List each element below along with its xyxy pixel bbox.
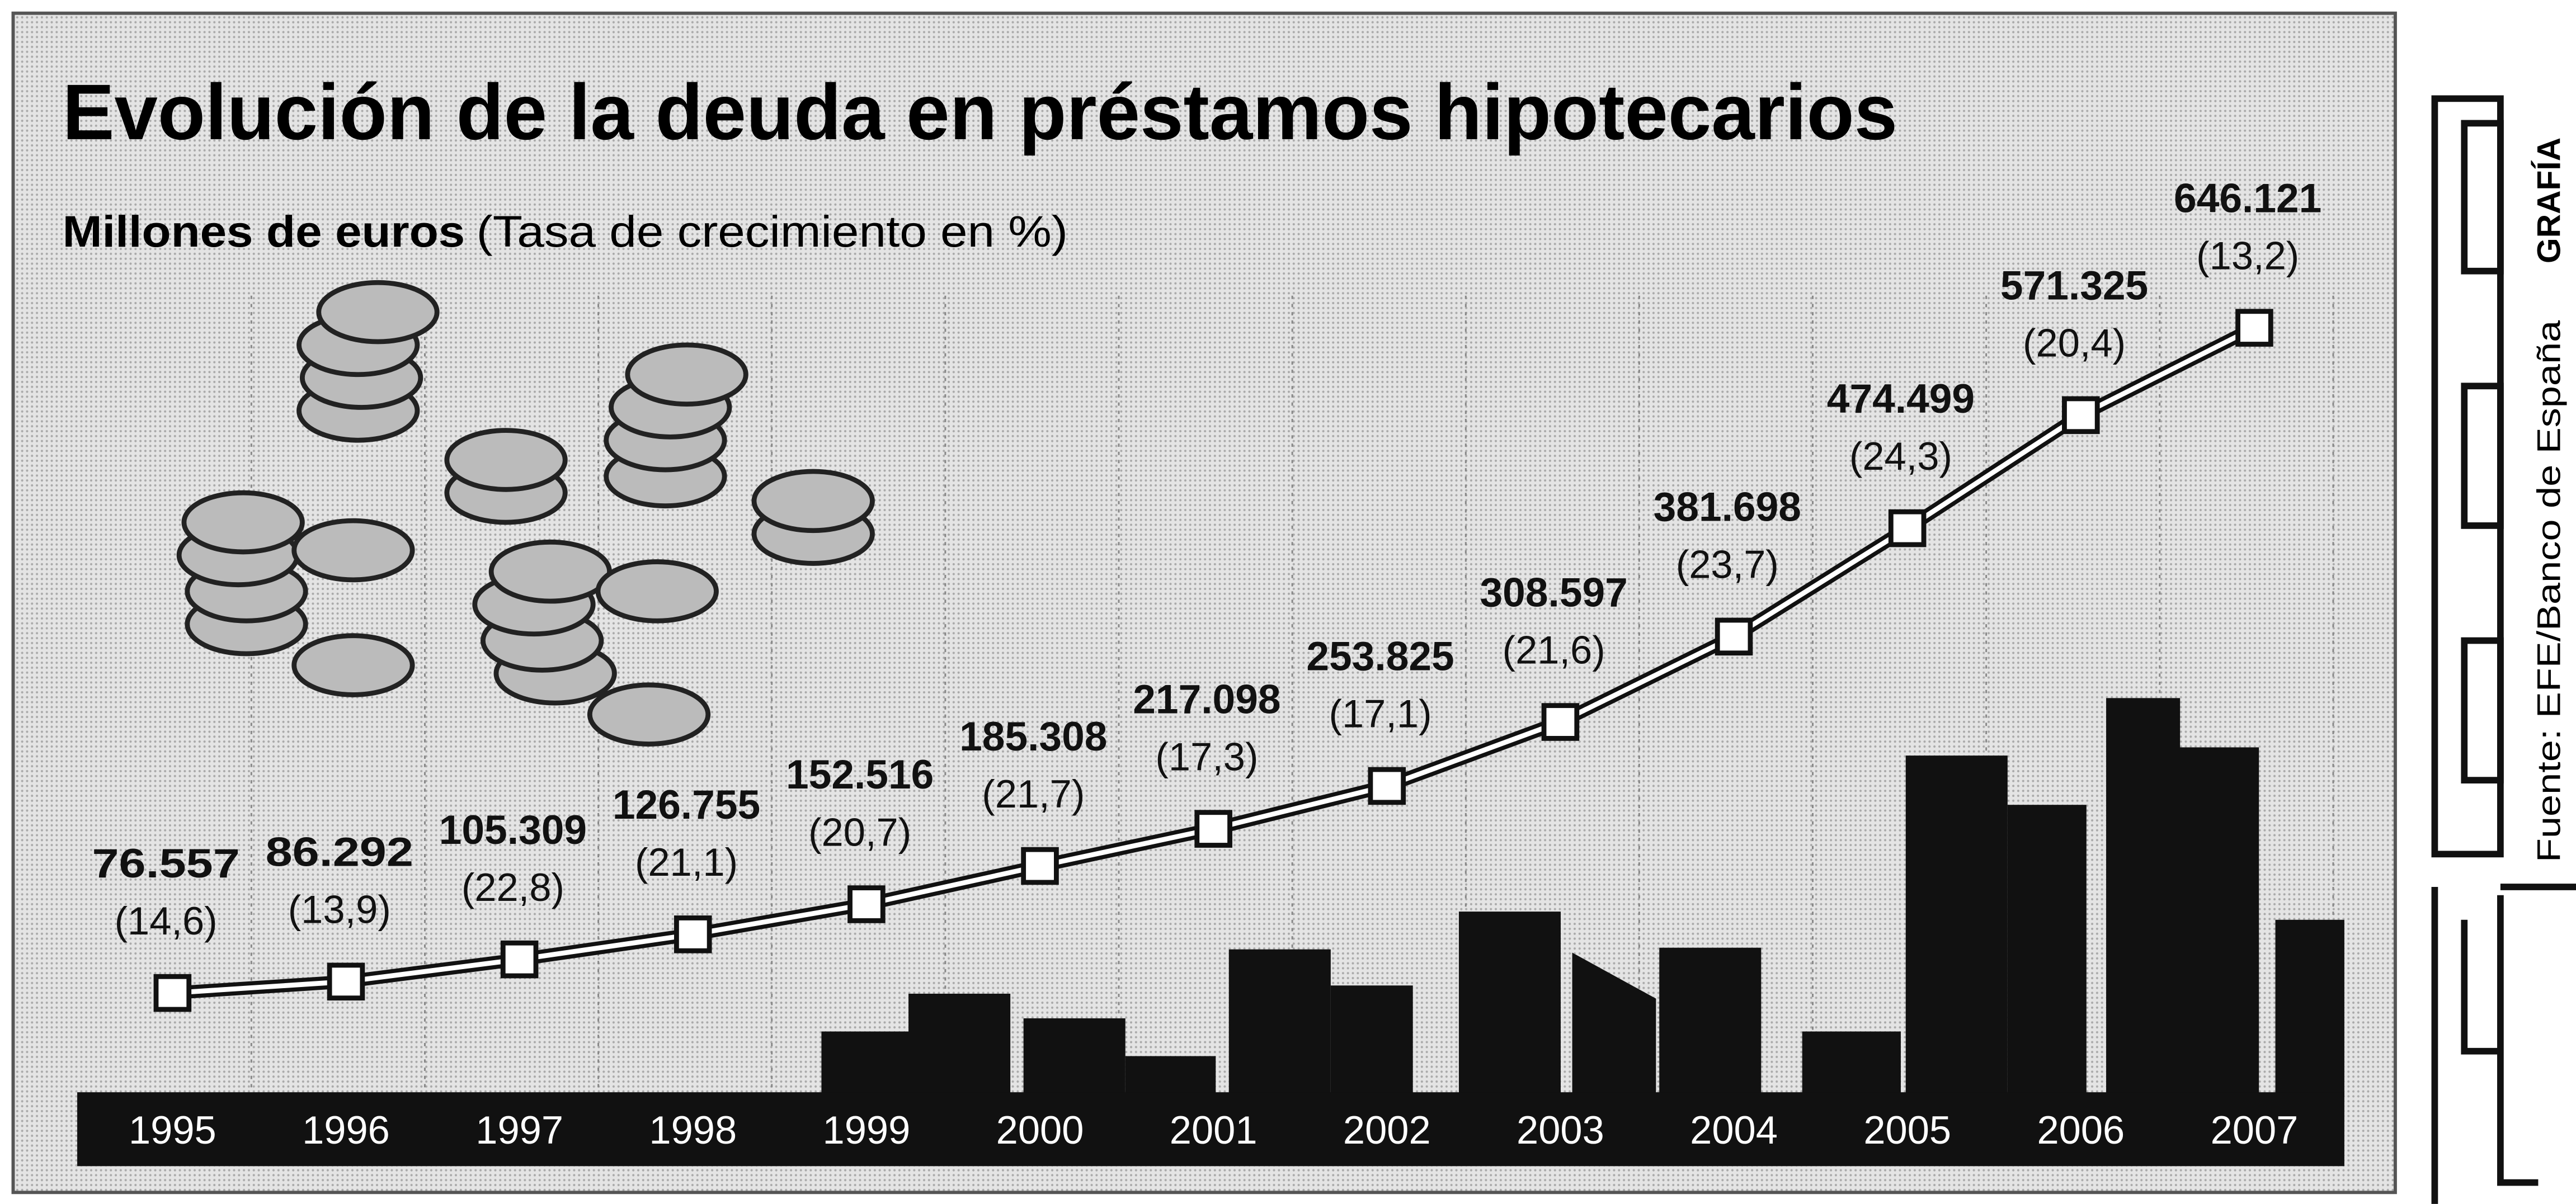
value-label: 253.825 — [1306, 634, 1454, 679]
point — [1715, 617, 1753, 656]
value-label: 381.698 — [1654, 484, 1801, 530]
x-tick-label: 1997 — [475, 1108, 563, 1152]
coins — [176, 280, 875, 747]
x-tick-label: 1996 — [302, 1108, 390, 1152]
growth-label: (13,9) — [288, 887, 391, 932]
x-tick-label: 1998 — [649, 1108, 737, 1152]
x-tick-label: 1999 — [823, 1108, 911, 1152]
value-label: 474.499 — [1827, 376, 1975, 422]
x-tick-label: 2000 — [996, 1108, 1084, 1152]
value-label: 646.121 — [2174, 175, 2321, 221]
x-tick-label: 2004 — [1690, 1108, 1778, 1152]
point — [153, 974, 192, 1012]
point — [500, 940, 539, 979]
subtitle-bold: Millones de euros — [63, 206, 465, 256]
brand: GRAFÍA — [2530, 138, 2567, 263]
growth-label: (21,1) — [635, 840, 738, 884]
value-label: 571.325 — [2000, 263, 2148, 309]
growth-label: (23,7) — [1676, 542, 1779, 587]
x-tick-label: 2007 — [2211, 1108, 2299, 1152]
point — [1021, 847, 1059, 885]
point — [1888, 509, 1927, 547]
value-label: 308.597 — [1480, 569, 1628, 615]
vertical-rules — [250, 295, 2334, 1093]
x-tick-label: 2003 — [1517, 1108, 1604, 1152]
point — [2235, 309, 2273, 347]
value-label: 105.309 — [439, 807, 587, 853]
x-tick-label: 2001 — [1170, 1108, 1258, 1152]
chart-title: Evolución de la deuda en préstamos hipot… — [63, 68, 1897, 156]
point — [327, 962, 365, 1001]
point — [847, 885, 886, 923]
growth-label: (21,6) — [1503, 627, 1605, 672]
x-tick-label: 2002 — [1343, 1108, 1431, 1152]
buildings — [821, 698, 2344, 1097]
x-tick-label: 2005 — [1863, 1108, 1951, 1152]
growth-label: (21,7) — [982, 772, 1085, 816]
x-tick-label: 1995 — [129, 1108, 216, 1152]
growth-label: (17,1) — [1329, 692, 1432, 736]
growth-label: (22,8) — [461, 865, 564, 909]
side-building — [2431, 95, 2576, 1204]
growth-label: (14,6) — [115, 899, 218, 943]
growth-label: (17,3) — [1155, 734, 1258, 778]
value-label: 76.557 — [92, 841, 239, 886]
point — [674, 915, 712, 953]
growth-label: (24,3) — [1849, 434, 1952, 478]
point — [1541, 703, 1580, 741]
point — [1368, 767, 1406, 805]
year-band — [77, 1092, 2344, 1167]
value-label: 126.755 — [613, 782, 760, 828]
value-label: 152.516 — [786, 752, 934, 797]
value-label: 217.098 — [1133, 676, 1280, 722]
source: Fuente: EFE/Banco de España — [2531, 320, 2567, 862]
growth-label: (13,2) — [2196, 233, 2299, 277]
point — [1194, 810, 1232, 848]
growth-label: (20,7) — [808, 810, 911, 854]
point — [2062, 396, 2100, 435]
subtitle: (Tasa de crecimiento en %) — [477, 206, 1068, 256]
x-tick-label: 2006 — [2037, 1108, 2125, 1152]
growth-label: (20,4) — [2023, 321, 2126, 365]
value-label: 185.308 — [959, 714, 1107, 759]
value-label: 86.292 — [266, 829, 413, 875]
